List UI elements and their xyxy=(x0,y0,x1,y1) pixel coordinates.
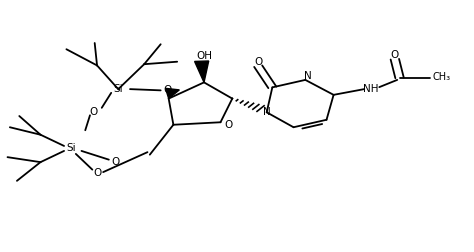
Text: O: O xyxy=(164,85,172,95)
Text: O: O xyxy=(93,168,101,178)
Text: CH₃: CH₃ xyxy=(433,72,451,82)
Text: Si: Si xyxy=(66,143,76,153)
Text: N: N xyxy=(304,71,311,81)
Text: O: O xyxy=(89,107,97,116)
Text: O: O xyxy=(112,157,120,167)
Text: Si: Si xyxy=(113,84,123,94)
Text: O: O xyxy=(225,120,233,130)
Text: O: O xyxy=(391,50,399,60)
Polygon shape xyxy=(165,88,179,99)
Text: N: N xyxy=(263,107,271,117)
Text: NH: NH xyxy=(363,84,378,94)
Polygon shape xyxy=(195,61,209,82)
Text: O: O xyxy=(254,57,262,67)
Text: OH: OH xyxy=(196,51,212,61)
